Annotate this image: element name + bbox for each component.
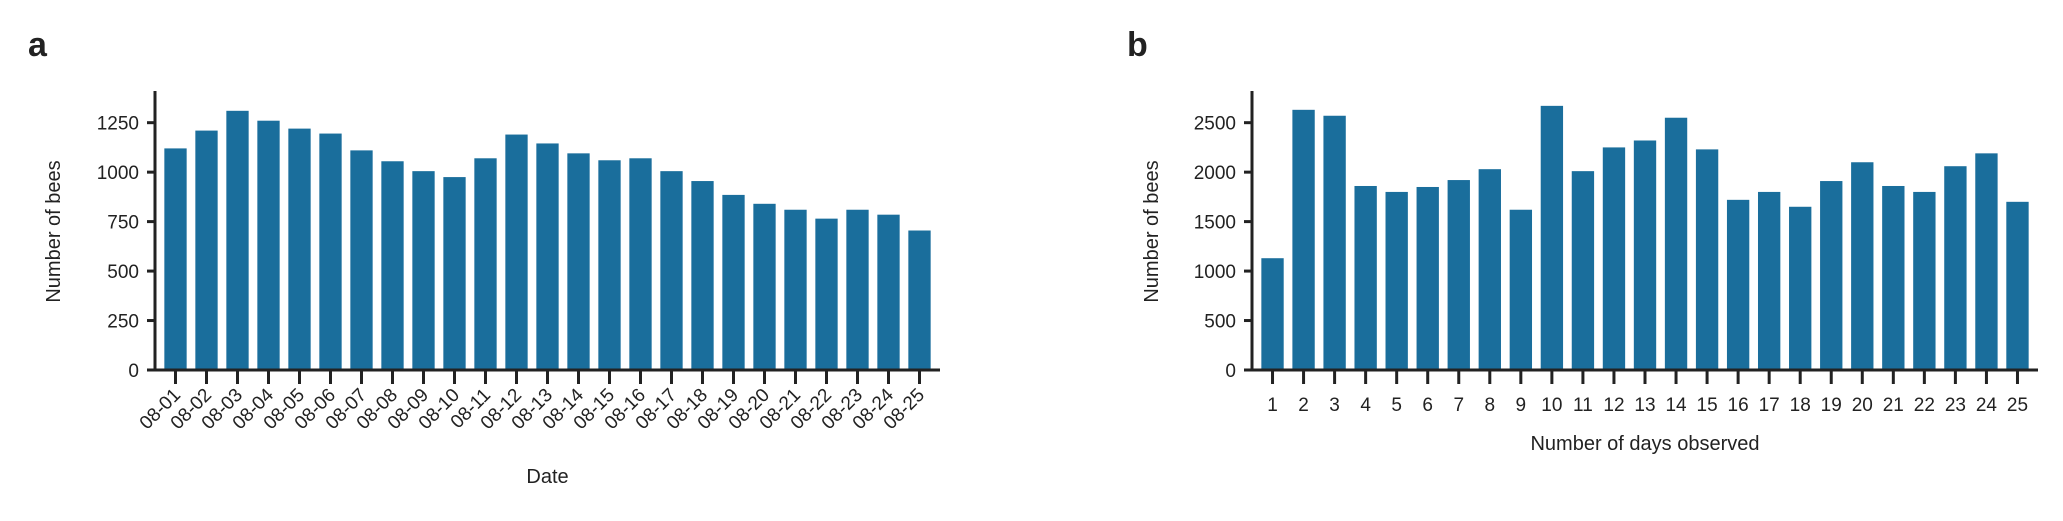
bar xyxy=(1323,115,1346,370)
bar xyxy=(1757,191,1781,370)
x-tick-label: 6 xyxy=(1422,395,1433,416)
x-tick-label: 5 xyxy=(1391,395,1402,416)
bar xyxy=(1882,185,1905,370)
bar xyxy=(753,203,776,370)
y-axis-title: Number of bees xyxy=(43,160,65,302)
x-tick-label: 15 xyxy=(1697,395,1718,416)
bar xyxy=(195,130,218,370)
x-axis-title: Date xyxy=(526,466,568,488)
bar xyxy=(908,230,931,370)
bar xyxy=(1385,191,1408,370)
x-tick-label: 23 xyxy=(1945,395,1966,416)
x-tick-label: 18 xyxy=(1790,395,1811,416)
y-tick-label: 1250 xyxy=(97,114,139,135)
x-axis-title: Number of days observed xyxy=(1530,433,1759,455)
y-tick-label: 250 xyxy=(107,312,139,333)
bar xyxy=(1447,180,1470,370)
x-tick-label: 25 xyxy=(2007,395,2028,416)
bar xyxy=(505,134,528,370)
bar xyxy=(1820,181,1843,370)
bar xyxy=(2006,201,2029,370)
y-tick-label: 2500 xyxy=(1194,114,1236,135)
bar xyxy=(846,209,869,370)
x-tick-label: 16 xyxy=(1728,395,1749,416)
bar xyxy=(443,177,466,370)
bar xyxy=(381,161,404,370)
x-tick-label: 7 xyxy=(1453,395,1464,416)
x-tick-label: 9 xyxy=(1516,395,1527,416)
bar xyxy=(1602,147,1626,370)
x-tick-label: 2 xyxy=(1298,395,1309,416)
panel-b-label: b xyxy=(1127,26,1148,64)
bar xyxy=(1416,186,1439,370)
bar xyxy=(1509,209,1533,370)
bar xyxy=(1664,117,1688,370)
x-tick-label: 17 xyxy=(1759,395,1780,416)
x-tick-label: 4 xyxy=(1360,395,1371,416)
y-tick-label: 1000 xyxy=(1194,262,1236,283)
bar xyxy=(1975,153,1998,370)
bar xyxy=(1851,162,1874,370)
panel-a-chart: a 02505007501000125008-0108-0208-0308-04… xyxy=(28,26,940,488)
x-tick-label: 13 xyxy=(1634,395,1655,416)
y-tick-label: 0 xyxy=(128,361,139,382)
bar xyxy=(1726,199,1750,370)
x-tick-label: 10 xyxy=(1541,395,1562,416)
bar xyxy=(412,171,435,370)
bar xyxy=(567,153,590,370)
bar xyxy=(1913,191,1936,370)
y-tick-label: 500 xyxy=(107,262,139,283)
bar xyxy=(722,194,745,370)
bar xyxy=(598,160,621,370)
bar xyxy=(660,171,683,370)
panel-a-label: a xyxy=(28,26,48,64)
bar xyxy=(164,148,187,370)
bar xyxy=(319,133,342,370)
bar xyxy=(226,110,249,370)
x-tick-label: 12 xyxy=(1603,395,1624,416)
x-tick-label: 3 xyxy=(1329,395,1340,416)
bar xyxy=(784,209,807,370)
x-tick-label: 24 xyxy=(1976,395,1998,416)
bar xyxy=(536,143,559,370)
x-tick-label: 1 xyxy=(1267,395,1278,416)
y-tick-label: 750 xyxy=(107,213,139,234)
x-tick-label: 21 xyxy=(1883,395,1904,416)
y-tick-label: 1500 xyxy=(1194,213,1236,234)
bar xyxy=(1633,140,1657,370)
y-tick-label: 2000 xyxy=(1194,163,1236,184)
x-tick-label: 8 xyxy=(1485,395,1496,416)
bar xyxy=(474,158,497,370)
bar xyxy=(1571,171,1595,370)
x-tick-label: 14 xyxy=(1665,395,1687,416)
x-tick-label: 19 xyxy=(1821,395,1842,416)
bar xyxy=(288,128,311,370)
y-tick-label: 500 xyxy=(1204,312,1236,333)
bar xyxy=(1478,169,1501,370)
bar xyxy=(257,120,280,370)
bar xyxy=(350,150,373,370)
x-tick-label: 22 xyxy=(1914,395,1935,416)
y-tick-label: 0 xyxy=(1225,361,1236,382)
bar xyxy=(877,214,900,370)
bar xyxy=(1944,166,1967,370)
bar xyxy=(1789,206,1812,370)
bar xyxy=(1695,149,1719,370)
bar xyxy=(1540,105,1564,371)
y-tick-label: 1000 xyxy=(97,163,139,184)
bar xyxy=(691,181,714,370)
bar xyxy=(1261,258,1284,370)
bar xyxy=(1292,109,1315,370)
x-tick-label: 11 xyxy=(1573,395,1593,416)
bar xyxy=(1354,185,1377,370)
bar xyxy=(815,218,838,370)
x-tick-label: 20 xyxy=(1852,395,1873,416)
y-axis-title: Number of bees xyxy=(1141,160,1163,302)
bar xyxy=(629,158,652,370)
